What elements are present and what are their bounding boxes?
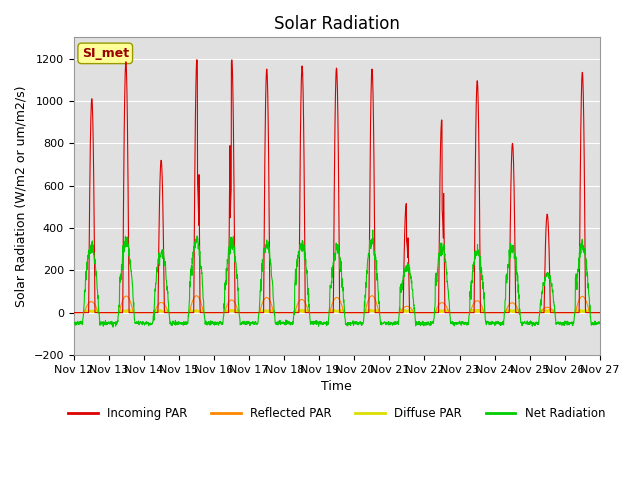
X-axis label: Time: Time (321, 380, 352, 393)
Text: SI_met: SI_met (82, 47, 129, 60)
Legend: Incoming PAR, Reflected PAR, Diffuse PAR, Net Radiation: Incoming PAR, Reflected PAR, Diffuse PAR… (63, 402, 610, 425)
Title: Solar Radiation: Solar Radiation (274, 15, 400, 33)
Y-axis label: Solar Radiation (W/m2 or um/m2/s): Solar Radiation (W/m2 or um/m2/s) (15, 85, 28, 307)
